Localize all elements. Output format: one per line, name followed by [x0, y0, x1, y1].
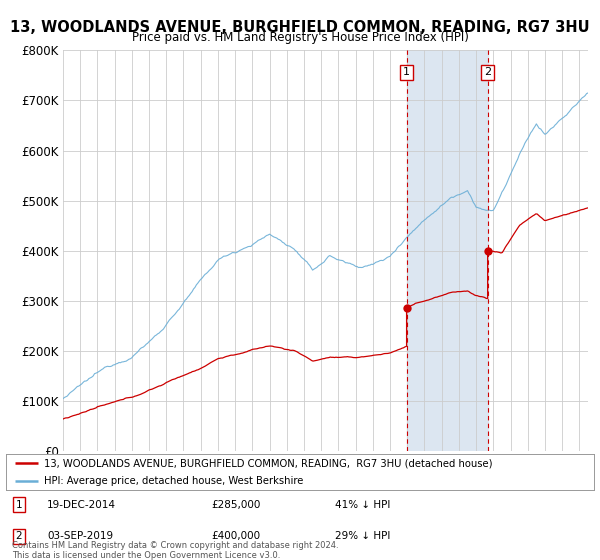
- Text: £400,000: £400,000: [212, 531, 261, 542]
- Text: 03-SEP-2019: 03-SEP-2019: [47, 531, 113, 542]
- Text: 2: 2: [16, 531, 22, 542]
- Text: 13, WOODLANDS AVENUE, BURGHFIELD COMMON, READING, RG7 3HU: 13, WOODLANDS AVENUE, BURGHFIELD COMMON,…: [10, 20, 590, 35]
- Text: Contains HM Land Registry data © Crown copyright and database right 2024.
This d: Contains HM Land Registry data © Crown c…: [12, 540, 338, 560]
- Text: Price paid vs. HM Land Registry's House Price Index (HPI): Price paid vs. HM Land Registry's House …: [131, 31, 469, 44]
- Text: 1: 1: [16, 500, 22, 510]
- Text: 1: 1: [403, 67, 410, 77]
- Text: 41% ↓ HPI: 41% ↓ HPI: [335, 500, 391, 510]
- Text: 13, WOODLANDS AVENUE, BURGHFIELD COMMON, READING,  RG7 3HU (detached house): 13, WOODLANDS AVENUE, BURGHFIELD COMMON,…: [44, 459, 493, 468]
- Text: HPI: Average price, detached house, West Berkshire: HPI: Average price, detached house, West…: [44, 476, 304, 486]
- Text: 19-DEC-2014: 19-DEC-2014: [47, 500, 116, 510]
- Text: £285,000: £285,000: [212, 500, 261, 510]
- Text: 2: 2: [484, 67, 491, 77]
- Bar: [407, 50, 488, 451]
- Text: 29% ↓ HPI: 29% ↓ HPI: [335, 531, 391, 542]
